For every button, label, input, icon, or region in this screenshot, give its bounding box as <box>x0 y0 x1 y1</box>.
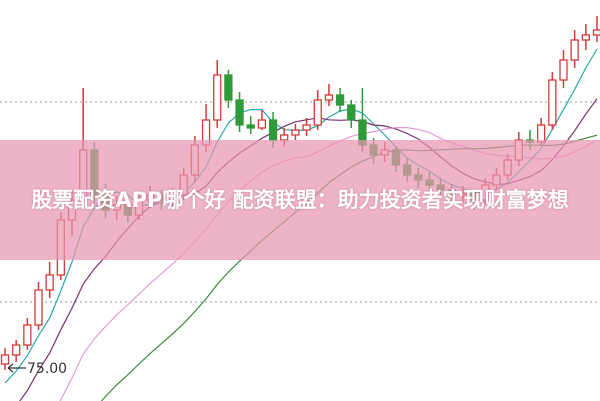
title-banner: 股票配资APP哪个好 配资联盟：助力投资者实现财富梦想 <box>0 140 600 260</box>
candle-body <box>559 59 568 81</box>
price-annotation: 75.00 <box>7 361 67 377</box>
candle <box>570 30 579 68</box>
candle-body <box>213 74 222 121</box>
candle-body <box>246 124 255 129</box>
candle-body <box>23 324 32 346</box>
candle <box>235 92 244 132</box>
candle-body <box>570 39 579 61</box>
candle <box>0 348 10 370</box>
candle-body <box>291 129 300 136</box>
candle <box>224 70 233 108</box>
candle <box>291 124 300 140</box>
candle-body <box>268 119 278 141</box>
candle <box>12 340 21 362</box>
candle <box>548 72 557 130</box>
candle <box>592 16 600 42</box>
candle-body <box>324 94 334 101</box>
candle <box>34 282 43 330</box>
candle <box>581 24 590 50</box>
candle-body <box>0 354 10 365</box>
candle-body <box>592 29 600 36</box>
candle-body <box>257 119 267 129</box>
candle <box>559 50 568 88</box>
candle <box>213 60 222 128</box>
candle <box>302 118 311 136</box>
candle-body <box>224 74 233 101</box>
price-label: 75.00 <box>27 361 67 377</box>
candle-body <box>313 99 322 126</box>
arrow-left-icon <box>7 363 14 373</box>
candle-body <box>302 124 311 131</box>
candle <box>324 84 334 106</box>
candle-body <box>347 104 356 121</box>
candle <box>347 100 356 128</box>
candle-body <box>34 289 43 326</box>
candle <box>246 116 255 134</box>
candle-body <box>581 34 590 41</box>
candle <box>313 90 322 130</box>
candle <box>45 262 54 298</box>
candle-body <box>45 274 54 291</box>
candle <box>335 88 345 112</box>
candle-body <box>12 344 21 356</box>
candle <box>23 318 32 350</box>
candle-body <box>335 94 345 106</box>
candle <box>257 110 267 130</box>
page-title: 股票配资APP哪个好 配资联盟：助力投资者实现财富梦想 <box>31 188 569 212</box>
candle-body <box>548 79 557 126</box>
candle-body <box>235 99 244 126</box>
